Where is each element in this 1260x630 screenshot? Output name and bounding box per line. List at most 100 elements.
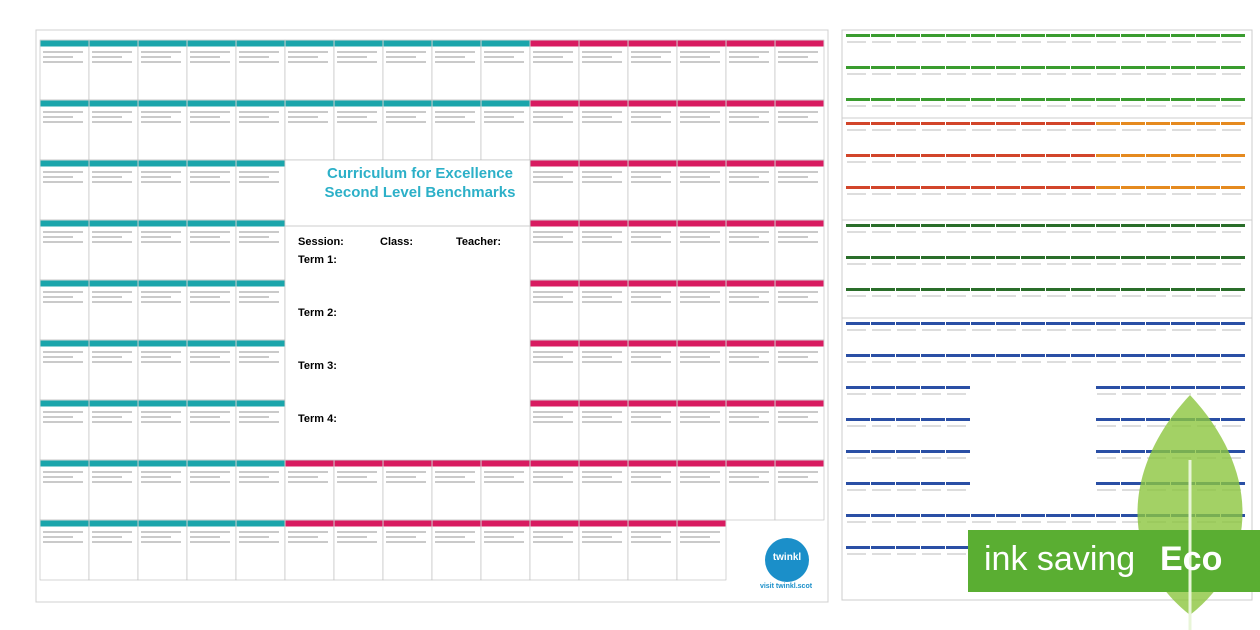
thumb-header <box>846 514 870 517</box>
cell-header <box>530 220 579 227</box>
cell <box>284 519 335 581</box>
thumb-header <box>871 482 895 485</box>
cell <box>186 39 237 101</box>
cell <box>627 339 678 401</box>
thumb-header <box>1046 256 1070 259</box>
thumb-header <box>1146 256 1170 259</box>
thumb-header <box>1146 34 1170 37</box>
cell <box>676 459 727 521</box>
thumb-header <box>1146 386 1170 389</box>
thumb-header <box>1196 288 1220 291</box>
cell <box>676 399 727 461</box>
logo-badge <box>765 538 809 582</box>
cell <box>186 219 237 281</box>
thumb-header <box>871 288 895 291</box>
thumb-header <box>871 514 895 517</box>
thumb-header <box>1046 154 1070 157</box>
cell <box>480 519 531 581</box>
thumb-header <box>946 122 970 125</box>
cell <box>39 399 90 461</box>
thumb-header <box>871 66 895 69</box>
cell-header <box>726 40 775 47</box>
cell-header <box>138 340 187 347</box>
thumb-header <box>1196 322 1220 325</box>
thumb-header <box>946 546 970 549</box>
cell <box>725 219 776 281</box>
cell <box>725 279 776 341</box>
cell <box>284 39 335 101</box>
cell <box>137 399 188 461</box>
cell-header <box>187 460 236 467</box>
cell-header <box>334 40 383 47</box>
thumb-header <box>1071 98 1095 101</box>
cell-header <box>579 460 628 467</box>
thumb-header <box>921 482 945 485</box>
cell-header <box>40 460 89 467</box>
cell-header <box>187 520 236 527</box>
thumb-header <box>1171 34 1195 37</box>
cell <box>235 339 286 401</box>
thumb-header <box>1121 386 1145 389</box>
thumb-header <box>896 354 920 357</box>
cell-header <box>579 520 628 527</box>
cell <box>676 39 727 101</box>
thumb-header <box>1021 186 1045 189</box>
thumb-header <box>1146 288 1170 291</box>
thumb-header <box>971 322 995 325</box>
thumb-header <box>1046 322 1070 325</box>
thumb-header <box>946 98 970 101</box>
cell-header <box>579 280 628 287</box>
cell <box>529 339 580 401</box>
cell <box>137 279 188 341</box>
thumb-header <box>921 546 945 549</box>
thumb-header <box>921 224 945 227</box>
thumb-header <box>1221 256 1245 259</box>
cell <box>39 459 90 521</box>
cell <box>627 459 678 521</box>
cell <box>235 159 286 221</box>
cell-header <box>285 100 334 107</box>
thumb-header <box>1146 322 1170 325</box>
thumb-header <box>996 154 1020 157</box>
logo-url: visit twinkl.scot <box>759 583 813 590</box>
thumb-header <box>896 98 920 101</box>
cell-header <box>40 40 89 47</box>
cell-header <box>677 280 726 287</box>
thumb-header <box>1071 34 1095 37</box>
cell-header <box>530 280 579 287</box>
cell <box>627 219 678 281</box>
thumb-header <box>996 224 1020 227</box>
thumb-header <box>1071 224 1095 227</box>
thumb-header <box>1071 354 1095 357</box>
cell-header <box>138 160 187 167</box>
cell <box>774 219 825 281</box>
thumb-header <box>971 186 995 189</box>
cell-header <box>775 220 824 227</box>
cell <box>137 459 188 521</box>
cell <box>529 99 580 161</box>
thumb-header <box>921 418 945 421</box>
cell-header <box>432 100 481 107</box>
thumb-header <box>1221 450 1245 453</box>
thumb-header <box>896 122 920 125</box>
cell <box>578 99 629 161</box>
cell-header <box>628 220 677 227</box>
thumb-header <box>871 450 895 453</box>
thumb-header <box>1146 66 1170 69</box>
thumb-header <box>1221 66 1245 69</box>
thumb-header <box>1171 288 1195 291</box>
thumb-header <box>1196 34 1220 37</box>
class-label: Class: <box>380 236 414 248</box>
centre-box <box>284 159 531 461</box>
thumb-header <box>1046 288 1070 291</box>
cell-header <box>334 460 383 467</box>
cell-header <box>726 280 775 287</box>
thumb-header <box>896 386 920 389</box>
cell <box>186 519 237 581</box>
thumb-header <box>1221 186 1245 189</box>
cell-header <box>628 400 677 407</box>
cell-header <box>628 460 677 467</box>
cell-header <box>89 340 138 347</box>
thumb-header <box>1021 98 1045 101</box>
cell <box>382 459 433 521</box>
